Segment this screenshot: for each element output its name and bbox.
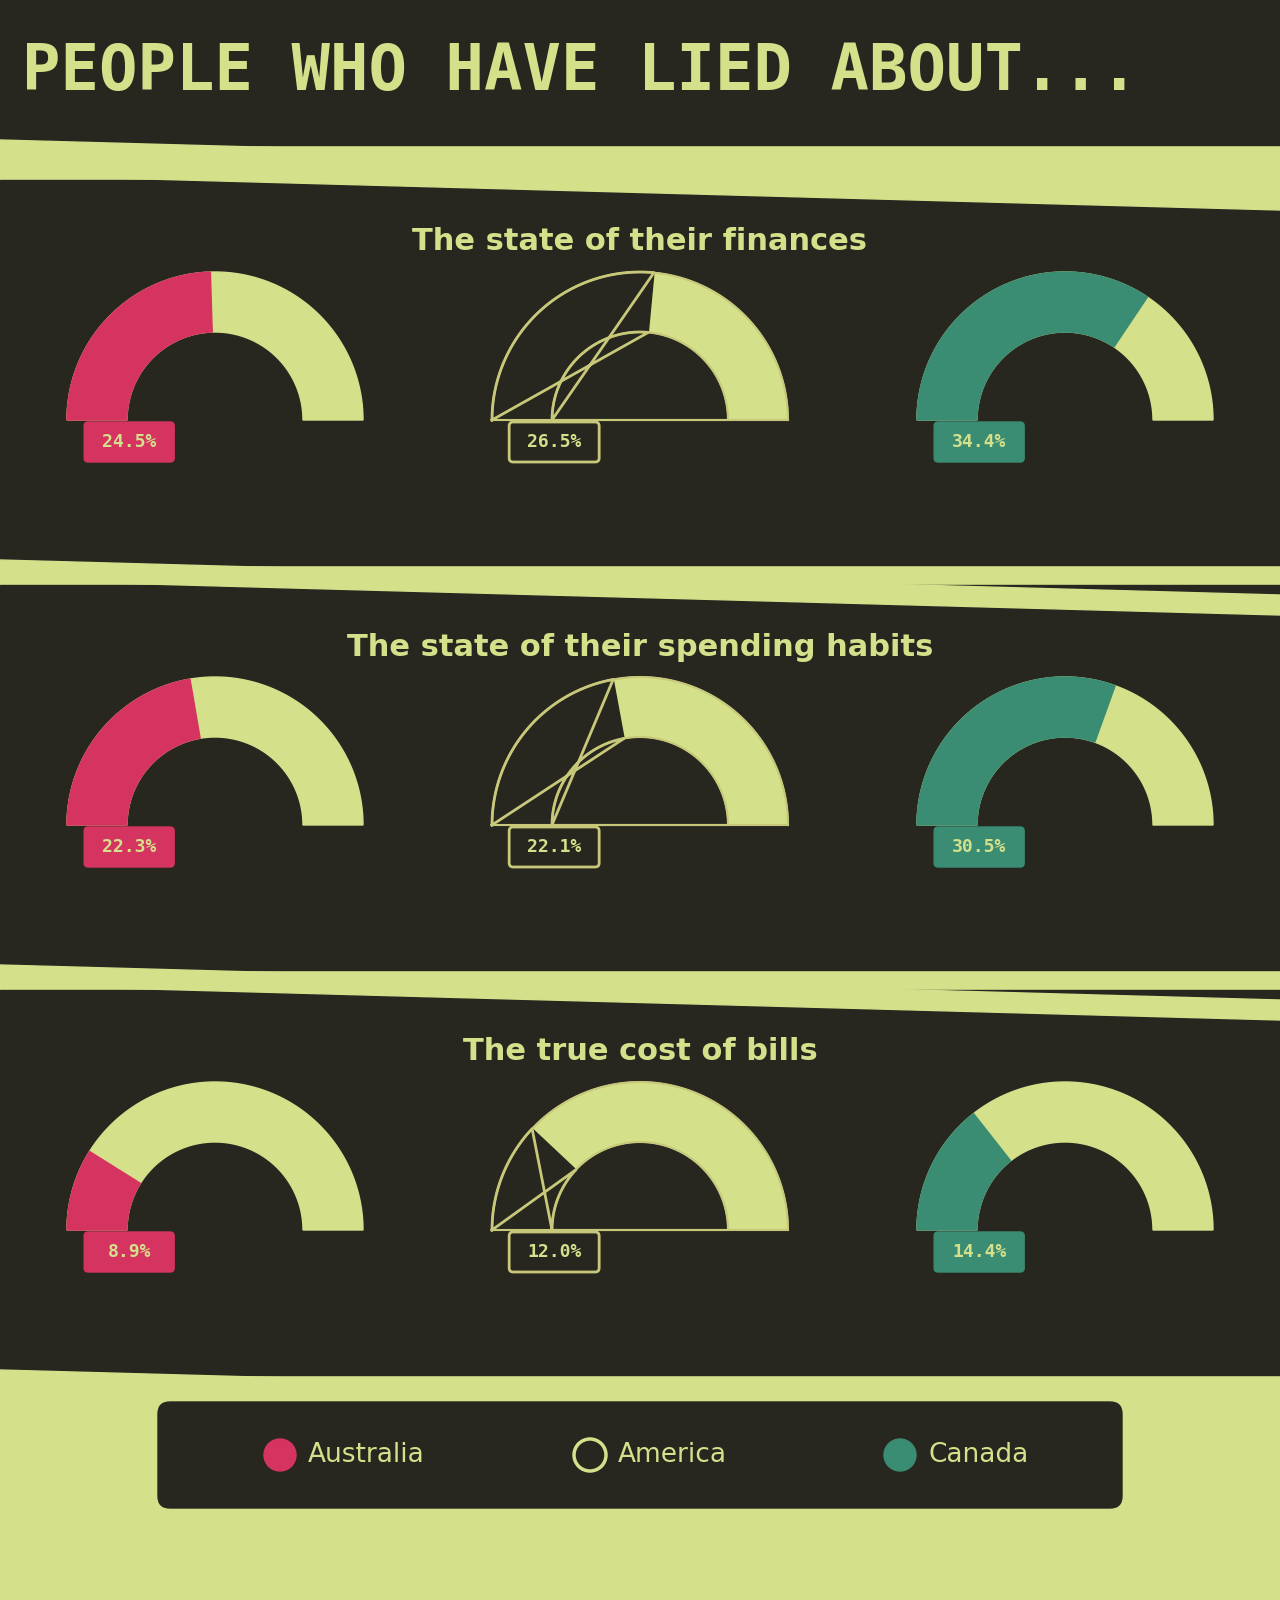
Polygon shape [0, 965, 1280, 1018]
Text: Australia: Australia [308, 1442, 425, 1469]
Polygon shape [0, 179, 1280, 565]
Text: 34.4%: 34.4% [952, 434, 1006, 451]
Text: 14.4%: 14.4% [952, 1243, 1006, 1261]
Text: The true cost of bills: The true cost of bills [462, 1037, 818, 1067]
FancyBboxPatch shape [84, 422, 174, 462]
FancyBboxPatch shape [934, 1232, 1024, 1272]
Circle shape [264, 1438, 296, 1470]
Polygon shape [0, 1370, 1280, 1422]
Text: The state of their finances: The state of their finances [412, 227, 868, 256]
Text: PEOPLE WHO HAVE LIED ABOUT...: PEOPLE WHO HAVE LIED ABOUT... [22, 42, 1138, 102]
Polygon shape [916, 272, 1213, 419]
FancyBboxPatch shape [934, 422, 1024, 462]
Polygon shape [0, 0, 1280, 146]
Text: 26.5%: 26.5% [527, 434, 581, 451]
Circle shape [573, 1438, 605, 1470]
Polygon shape [0, 141, 1280, 195]
Polygon shape [492, 1128, 576, 1230]
FancyBboxPatch shape [509, 1232, 599, 1272]
Polygon shape [492, 272, 788, 419]
Polygon shape [67, 1082, 364, 1230]
Polygon shape [67, 678, 200, 826]
FancyBboxPatch shape [157, 1402, 1123, 1507]
Polygon shape [492, 680, 625, 826]
Text: Canada: Canada [928, 1442, 1028, 1469]
FancyBboxPatch shape [509, 827, 599, 867]
Polygon shape [0, 565, 1280, 614]
Text: 12.0%: 12.0% [527, 1243, 581, 1261]
Polygon shape [916, 1082, 1213, 1230]
Polygon shape [916, 272, 1147, 419]
FancyBboxPatch shape [509, 422, 599, 462]
Polygon shape [492, 677, 788, 826]
Circle shape [884, 1438, 916, 1470]
Text: The state of their spending habits: The state of their spending habits [347, 632, 933, 661]
Polygon shape [916, 677, 1115, 826]
Polygon shape [67, 272, 212, 419]
Text: 22.1%: 22.1% [527, 838, 581, 856]
Polygon shape [67, 1152, 141, 1230]
Polygon shape [916, 1114, 1011, 1230]
Polygon shape [67, 272, 364, 419]
Polygon shape [0, 990, 1280, 1374]
Text: 8.9%: 8.9% [108, 1243, 151, 1261]
FancyBboxPatch shape [84, 1232, 174, 1272]
Polygon shape [0, 160, 1280, 210]
Polygon shape [0, 970, 1280, 1021]
Text: 22.3%: 22.3% [102, 838, 156, 856]
FancyBboxPatch shape [84, 827, 174, 867]
Polygon shape [67, 677, 364, 826]
Text: 24.5%: 24.5% [102, 434, 156, 451]
FancyBboxPatch shape [934, 827, 1024, 867]
Polygon shape [0, 586, 1280, 970]
Polygon shape [916, 677, 1213, 826]
Text: America: America [618, 1442, 727, 1469]
Polygon shape [492, 272, 654, 419]
Polygon shape [492, 1082, 788, 1230]
Text: 30.5%: 30.5% [952, 838, 1006, 856]
Polygon shape [0, 560, 1280, 613]
